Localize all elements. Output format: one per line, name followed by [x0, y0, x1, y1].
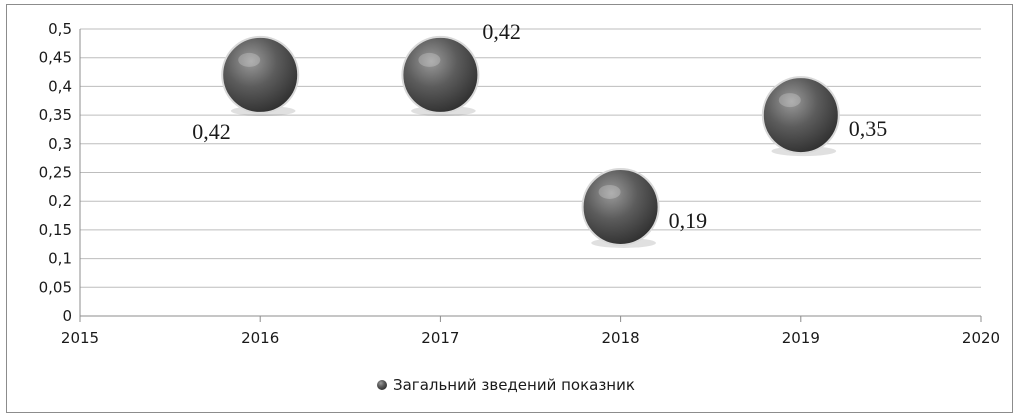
y-tick-label: 0	[62, 307, 72, 325]
y-tick-label: 0,15	[39, 221, 72, 239]
data-point	[761, 76, 840, 155]
y-tick-label: 0,35	[39, 106, 72, 124]
y-tick-label: 0,3	[48, 135, 72, 153]
data-labels: 0,42 0,42 0,19 0,35	[192, 19, 887, 233]
y-tick-label: 0,1	[48, 250, 72, 268]
grid-layer	[80, 28, 981, 288]
y-tick-labels: 0 0,05 0,1 0,15 0,2 0,25 0,3 0,35 0,4 0,45 0,5	[39, 20, 72, 325]
x-tick-label: 2017	[421, 329, 459, 347]
data-points	[221, 35, 840, 248]
y-tick-label: 0,05	[39, 278, 72, 296]
legend-label: Загальний зведений показник	[393, 376, 635, 394]
data-point-highlight	[238, 52, 261, 67]
chart-frame	[6, 4, 1013, 413]
x-tick-label: 2020	[962, 329, 1000, 347]
y-tick-label: 0,45	[39, 49, 72, 67]
y-tick-label: 0,4	[48, 77, 72, 95]
x-tick-label: 2019	[782, 329, 820, 347]
data-label: 0,35	[849, 116, 888, 141]
data-label: 0,42	[482, 19, 521, 44]
legend: Загальний зведений показник	[377, 376, 635, 394]
data-point-highlight	[598, 184, 621, 199]
data-point-highlight	[418, 52, 441, 67]
x-tick-label: 2018	[602, 329, 640, 347]
data-point	[581, 167, 660, 246]
y-tick-label: 0,5	[48, 20, 72, 38]
y-tick-label: 0,2	[48, 192, 72, 210]
x-tick-labels: 2015 2016 2017 2018 2019 2020	[61, 329, 1000, 347]
axes-layer	[79, 29, 982, 322]
x-tick-label: 2016	[241, 329, 279, 347]
data-label: 0,42	[192, 119, 231, 144]
data-point	[401, 35, 480, 114]
data-label: 0,19	[669, 208, 708, 233]
y-tick-label: 0,25	[39, 164, 72, 182]
legend-marker	[377, 380, 387, 390]
data-point	[221, 35, 300, 114]
data-point-highlight	[778, 93, 801, 108]
x-tick-label: 2015	[61, 329, 99, 347]
